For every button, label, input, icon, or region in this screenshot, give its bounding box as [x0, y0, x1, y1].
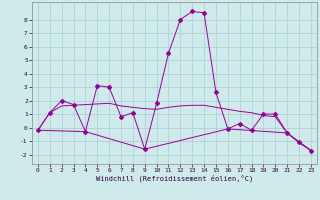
- X-axis label: Windchill (Refroidissement éolien,°C): Windchill (Refroidissement éolien,°C): [96, 175, 253, 182]
